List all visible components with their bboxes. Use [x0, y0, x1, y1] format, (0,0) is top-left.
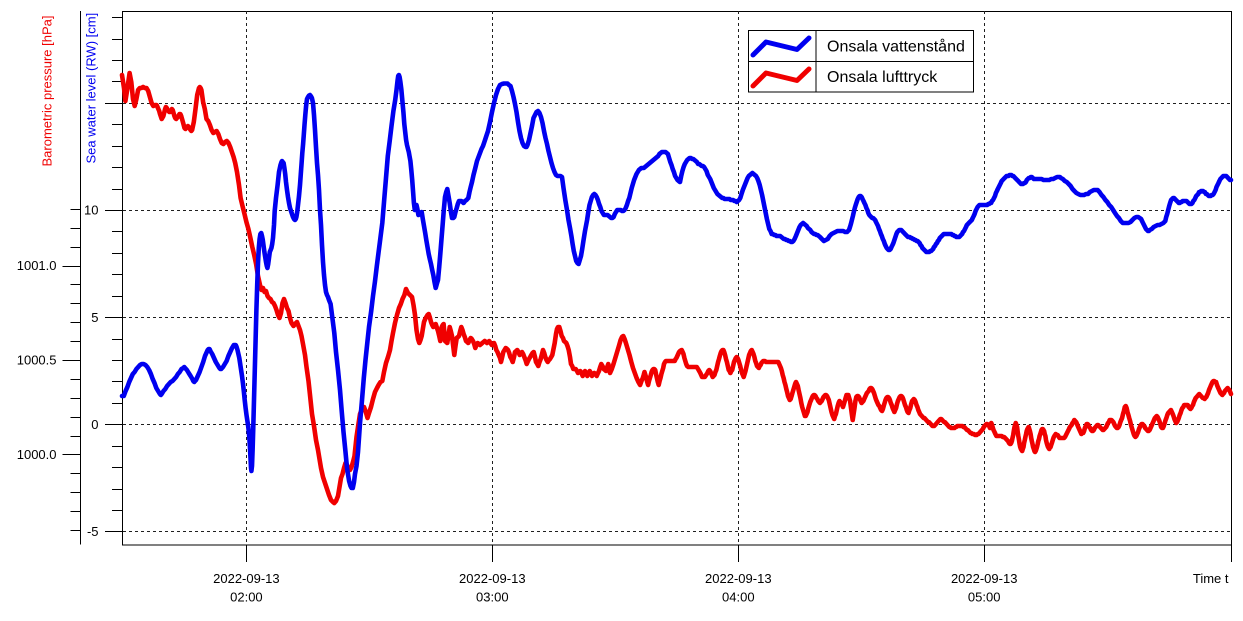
svg-text:Barometric pressure [hPa]: Barometric pressure [hPa]	[40, 15, 55, 166]
svg-text:1000.5: 1000.5	[17, 353, 57, 368]
svg-text:05:00: 05:00	[968, 590, 1001, 605]
svg-text:2022-09-13: 2022-09-13	[705, 571, 772, 586]
svg-text:0: 0	[91, 417, 98, 432]
svg-text:Time t: Time t	[1193, 571, 1229, 586]
svg-text:Sea water level (RW) [cm]: Sea water level (RW) [cm]	[84, 13, 99, 164]
svg-text:2022-09-13: 2022-09-13	[459, 571, 526, 586]
svg-text:1000.0: 1000.0	[17, 447, 57, 462]
svg-text:2022-09-13: 2022-09-13	[951, 571, 1018, 586]
svg-text:10: 10	[84, 203, 98, 218]
svg-text:03:00: 03:00	[476, 590, 509, 605]
svg-text:1001.0: 1001.0	[17, 258, 57, 273]
svg-text:Onsala vattenstånd: Onsala vattenstånd	[827, 38, 965, 56]
svg-text:2022-09-13: 2022-09-13	[213, 571, 280, 586]
svg-text:02:00: 02:00	[230, 590, 263, 605]
svg-text:04:00: 04:00	[722, 590, 755, 605]
svg-text:-5: -5	[87, 524, 99, 539]
svg-text:5: 5	[91, 310, 98, 325]
svg-text:Onsala lufttryck: Onsala lufttryck	[827, 69, 938, 86]
